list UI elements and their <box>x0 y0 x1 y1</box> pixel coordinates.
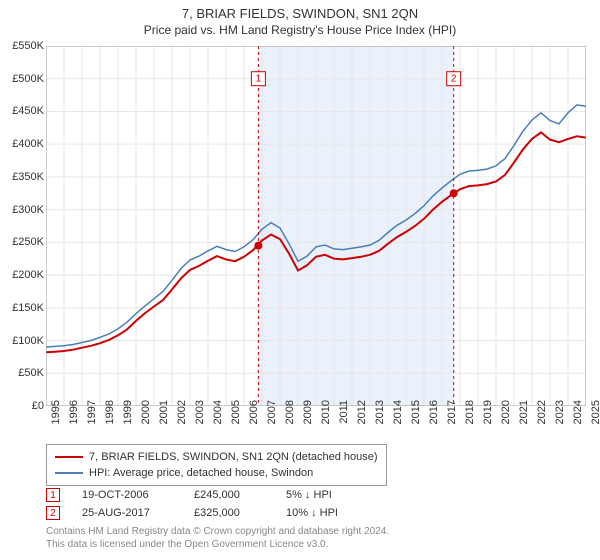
legend-swatch-price-paid <box>55 456 83 458</box>
x-tick-label: 2016 <box>428 400 440 440</box>
x-tick-label: 2019 <box>482 400 494 440</box>
legend-swatch-hpi <box>55 472 83 474</box>
y-tick-label: £200K <box>2 269 44 281</box>
x-tick-label: 1997 <box>86 400 98 440</box>
legend-label-price-paid: 7, BRIAR FIELDS, SWINDON, SN1 2QN (detac… <box>89 451 378 463</box>
x-tick-label: 2004 <box>212 400 224 440</box>
x-tick-label: 2020 <box>500 400 512 440</box>
x-tick-label: 2024 <box>572 400 584 440</box>
transaction-price: £245,000 <box>194 489 264 501</box>
x-tick-label: 2025 <box>590 400 600 440</box>
x-tick-label: 2013 <box>374 400 386 440</box>
x-tick-label: 1998 <box>104 400 116 440</box>
legend-item-hpi: HPI: Average price, detached house, Swin… <box>55 465 378 481</box>
x-tick-label: 2012 <box>356 400 368 440</box>
x-tick-label: 2021 <box>518 400 530 440</box>
y-tick-label: £550K <box>2 40 44 52</box>
y-tick-label: £0 <box>2 400 44 412</box>
transaction-diff: 10% ↓ HPI <box>286 507 376 519</box>
transaction-row: 2 25-AUG-2017 £325,000 10% ↓ HPI <box>46 504 376 522</box>
transaction-row: 1 19-OCT-2006 £245,000 5% ↓ HPI <box>46 486 376 504</box>
transactions-table: 1 19-OCT-2006 £245,000 5% ↓ HPI 2 25-AUG… <box>46 486 376 522</box>
y-tick-label: £250K <box>2 236 44 248</box>
transaction-date: 19-OCT-2006 <box>82 489 172 501</box>
y-tick-label: £300K <box>2 204 44 216</box>
x-tick-label: 2010 <box>320 400 332 440</box>
x-tick-label: 1995 <box>50 400 62 440</box>
x-tick-label: 1999 <box>122 400 134 440</box>
x-tick-label: 1996 <box>68 400 80 440</box>
y-tick-label: £100K <box>2 335 44 347</box>
plot-area: 12 <box>46 46 586 406</box>
transaction-diff: 5% ↓ HPI <box>286 489 376 501</box>
x-tick-label: 2001 <box>158 400 170 440</box>
y-tick-label: £400K <box>2 138 44 150</box>
y-tick-label: £50K <box>2 367 44 379</box>
transaction-marker-1: 1 <box>46 488 60 502</box>
legend-label-hpi: HPI: Average price, detached house, Swin… <box>89 467 313 479</box>
y-tick-label: £450K <box>2 105 44 117</box>
y-tick-label: £150K <box>2 302 44 314</box>
x-tick-label: 2023 <box>554 400 566 440</box>
x-tick-label: 2014 <box>392 400 404 440</box>
svg-text:2: 2 <box>451 74 457 85</box>
x-tick-label: 2008 <box>284 400 296 440</box>
x-tick-label: 2007 <box>266 400 278 440</box>
y-tick-label: £500K <box>2 73 44 85</box>
transaction-marker-2: 2 <box>46 506 60 520</box>
x-tick-label: 2005 <box>230 400 242 440</box>
x-tick-label: 2009 <box>302 400 314 440</box>
x-tick-label: 2000 <box>140 400 152 440</box>
footer-attribution: Contains HM Land Registry data © Crown c… <box>46 526 389 551</box>
y-tick-label: £350K <box>2 171 44 183</box>
x-tick-label: 2003 <box>194 400 206 440</box>
transaction-date: 25-AUG-2017 <box>82 507 172 519</box>
legend-item-price-paid: 7, BRIAR FIELDS, SWINDON, SN1 2QN (detac… <box>55 449 378 465</box>
x-tick-label: 2017 <box>446 400 458 440</box>
chart-subtitle: Price paid vs. HM Land Registry's House … <box>0 21 600 41</box>
x-tick-label: 2015 <box>410 400 422 440</box>
legend: 7, BRIAR FIELDS, SWINDON, SN1 2QN (detac… <box>46 444 387 486</box>
footer-line1: Contains HM Land Registry data © Crown c… <box>46 526 389 539</box>
transaction-price: £325,000 <box>194 507 264 519</box>
x-tick-label: 2018 <box>464 400 476 440</box>
x-tick-label: 2022 <box>536 400 548 440</box>
svg-text:1: 1 <box>256 74 262 85</box>
chart-title-address: 7, BRIAR FIELDS, SWINDON, SN1 2QN <box>0 0 600 21</box>
footer-line2: This data is licensed under the Open Gov… <box>46 539 389 552</box>
x-tick-label: 2006 <box>248 400 260 440</box>
x-tick-label: 2011 <box>338 400 350 440</box>
x-tick-label: 2002 <box>176 400 188 440</box>
chart-container: 7, BRIAR FIELDS, SWINDON, SN1 2QN Price … <box>0 0 600 560</box>
chart-svg: 12 <box>46 46 586 406</box>
